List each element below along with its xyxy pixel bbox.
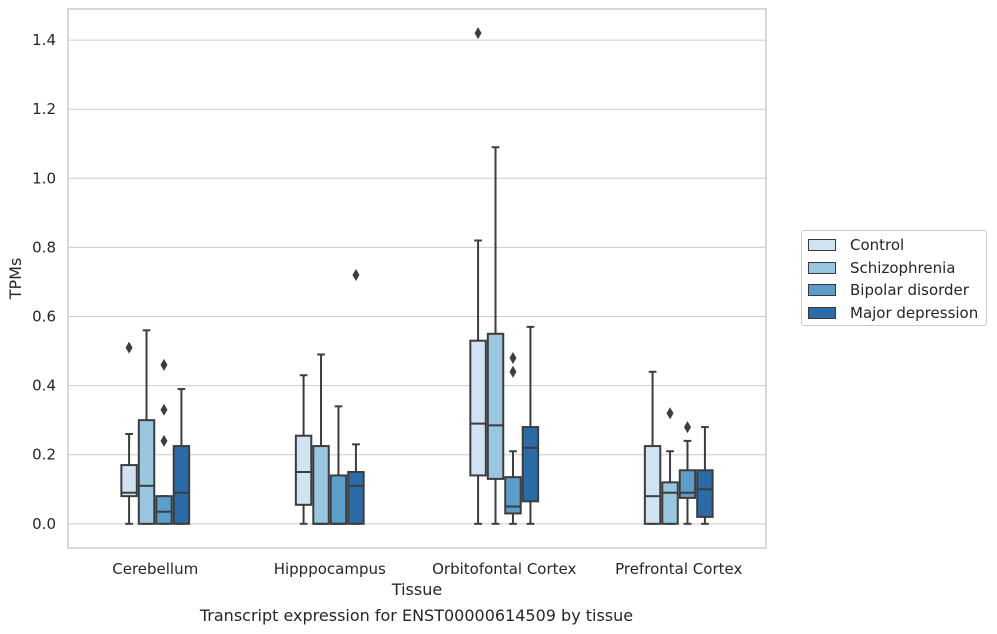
box-control [643, 370, 662, 525]
box-control [469, 27, 487, 525]
legend: Control Schizophrenia Bipolar disorder Majo… [801, 230, 987, 326]
box-iqr [678, 469, 697, 499]
y-tick-label: 0.4 [32, 377, 56, 395]
box-iqr [661, 481, 679, 525]
box-major-depression [696, 426, 714, 525]
legend-label: Bipolar disorder [850, 281, 969, 299]
chart-caption: Transcript expression for ENST0000061450… [199, 606, 634, 625]
y-tick-label: 0.8 [32, 238, 56, 256]
legend-swatch [808, 284, 836, 296]
box-iqr [469, 339, 487, 477]
gridlines [68, 39, 766, 525]
legend-swatch [808, 306, 836, 319]
box-major-depression [347, 269, 365, 525]
y-axis-label: TPMs [6, 258, 25, 301]
box-major-depression [172, 388, 191, 525]
box-control [294, 374, 313, 525]
legend-label: Major depression [850, 303, 979, 322]
box-control [120, 341, 138, 525]
y-tick-label: 1.4 [32, 31, 56, 49]
box-iqr [329, 474, 348, 525]
box-bipolar-disorder [678, 421, 697, 525]
outlier-point [352, 269, 360, 282]
box-schizophrenia [661, 407, 679, 525]
legend-label: Schizophrenia [850, 258, 956, 277]
box-iqr [347, 470, 365, 525]
x-axis-ticks: Cerebellum Hipppocampus Orbitofontal Corte… [112, 560, 742, 578]
box-schizophrenia [137, 329, 156, 525]
box-iqr [521, 426, 540, 503]
legend-label: Control [850, 236, 905, 254]
box-bipolar-disorder [155, 358, 173, 525]
y-axis-ticks: 0.0 0.2 0.4 0.6 0.8 1.0 1.2 1.4 [32, 31, 56, 533]
y-tick-label: 1.2 [32, 100, 56, 118]
box-iqr [294, 434, 313, 506]
box-major-depression [521, 325, 540, 525]
legend-item: Schizophrenia [808, 258, 955, 278]
box-schizophrenia [312, 353, 330, 525]
box-iqr [643, 445, 662, 525]
y-tick-label: 0.0 [32, 515, 56, 533]
outlier-point [683, 421, 691, 434]
x-tick-label: Hipppocampus [274, 560, 386, 578]
outlier-point [509, 351, 517, 364]
y-tick-label: 1.0 [32, 169, 56, 187]
legend-item: Bipolar disorder [808, 280, 969, 300]
y-tick-label: 0.2 [32, 446, 56, 464]
x-tick-label: Prefrontal Cortex [615, 560, 742, 578]
box-iqr [486, 332, 505, 480]
legend-item: Control [808, 235, 904, 255]
outlier-point [160, 403, 168, 416]
plot-frame [67, 8, 767, 549]
box-bipolar-disorder [329, 405, 348, 525]
legend-item: Major depression [808, 303, 978, 323]
outlier-point [474, 27, 482, 40]
box-iqr [137, 419, 156, 525]
box-iqr [172, 445, 191, 525]
x-tick-label: Cerebellum [112, 560, 198, 578]
legend-swatch [808, 239, 836, 251]
outlier-point [160, 358, 168, 371]
legend-swatch [808, 261, 836, 274]
box-iqr [312, 445, 330, 525]
outlier-point [160, 434, 168, 447]
x-tick-label: Orbitofontal Cortex [432, 560, 576, 578]
outlier-point [666, 407, 674, 420]
box-series [120, 27, 714, 525]
box-iqr [504, 476, 522, 515]
x-axis-label: Tissue [391, 580, 442, 599]
box-iqr [696, 469, 714, 518]
box-iqr [155, 495, 173, 525]
box-iqr [120, 464, 138, 498]
box-schizophrenia [486, 146, 505, 525]
y-tick-label: 0.6 [32, 308, 56, 326]
outlier-point [125, 341, 133, 354]
box-bipolar-disorder [504, 351, 522, 525]
outlier-point [509, 365, 517, 378]
